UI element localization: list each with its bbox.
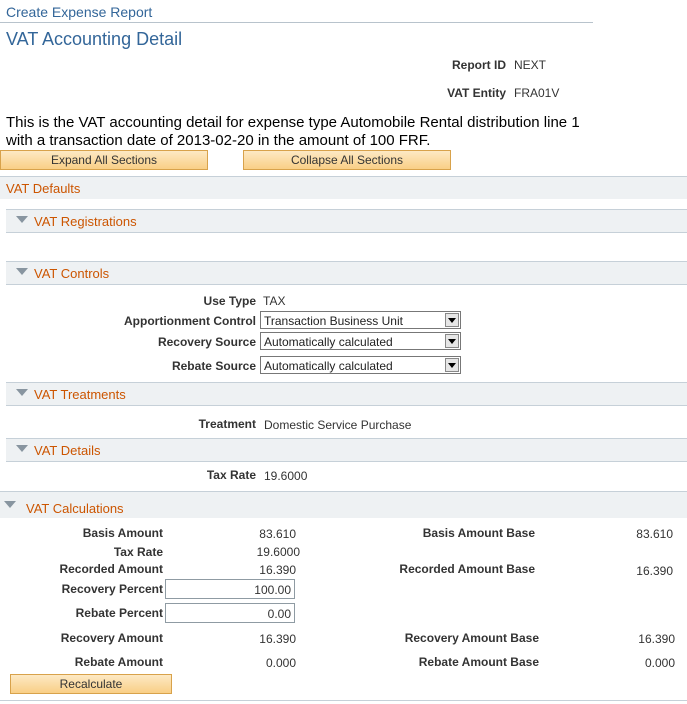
section-divider: [6, 461, 687, 462]
recovery-amount-base-label: Recovery Amount Base: [404, 631, 539, 645]
recovery-amount-value: 16.390: [259, 632, 296, 646]
recovery-amount-base-value: 16.390: [638, 632, 675, 646]
rebate-amount-base-label: Rebate Amount Base: [418, 655, 539, 669]
recovery-source-select[interactable]: Automatically calculated: [260, 332, 461, 350]
rebate-percent-input[interactable]: 0.00: [165, 603, 295, 623]
basis-amount-value: 83.610: [259, 527, 296, 541]
recalculate-button[interactable]: Recalculate: [10, 674, 172, 694]
rebate-source-select[interactable]: Automatically calculated: [260, 356, 461, 374]
treatment-label: Treatment: [198, 417, 256, 431]
recovery-amount-label: Recovery Amount: [60, 631, 163, 645]
bottom-divider: [0, 700, 687, 701]
report-id-value: NEXT: [514, 58, 547, 72]
collapse-triangle-icon[interactable]: [16, 268, 28, 275]
rebate-source-value: Automatically calculated: [264, 359, 393, 373]
rebate-amount-label: Rebate Amount: [74, 655, 163, 669]
details-tax-rate-value: 19.6000: [264, 469, 308, 483]
rebate-source-label: Rebate Source: [171, 359, 256, 373]
details-tax-rate-label: Tax Rate: [206, 468, 256, 482]
report-id-label: Report ID: [452, 58, 506, 72]
use-type-label: Use Type: [203, 294, 256, 308]
dropdown-arrow-icon[interactable]: [445, 334, 459, 348]
vat-details-title[interactable]: VAT Details: [34, 443, 101, 458]
vat-controls-header[interactable]: VAT Controls: [6, 261, 687, 284]
vat-treatments-title[interactable]: VAT Treatments: [34, 387, 126, 402]
recorded-amount-base-value: 16.390: [636, 564, 673, 578]
vat-calculations-title[interactable]: VAT Calculations: [26, 501, 124, 516]
rebate-amount-base-value: 0.000: [644, 656, 675, 670]
basis-amount-label: Basis Amount: [82, 526, 163, 540]
collapse-triangle-icon[interactable]: [4, 501, 16, 508]
vat-entity-label: VAT Entity: [447, 86, 506, 100]
vat-treatments-header[interactable]: VAT Treatments: [6, 382, 687, 405]
rebate-percent-label: Rebate Percent: [75, 606, 163, 620]
breadcrumb-divider: [0, 22, 593, 23]
vat-calculations-header[interactable]: VAT Calculations: [0, 491, 687, 518]
expand-all-button[interactable]: Expand All Sections: [0, 150, 208, 170]
vat-defaults-title: VAT Defaults: [6, 181, 81, 196]
intro-text: This is the VAT accounting detail for ex…: [6, 114, 580, 149]
section-divider: [6, 232, 687, 233]
recovery-percent-label: Recovery Percent: [61, 582, 163, 596]
section-divider: [6, 405, 687, 406]
basis-amount-base-value: 83.610: [636, 527, 673, 541]
collapse-triangle-icon[interactable]: [16, 445, 28, 452]
vat-controls-title[interactable]: VAT Controls: [34, 266, 110, 281]
recovery-source-value: Automatically calculated: [264, 335, 393, 349]
recorded-amount-label: Recorded Amount: [59, 562, 163, 576]
vat-registrations-header[interactable]: VAT Registrations: [6, 209, 687, 232]
basis-amount-base-label: Basis Amount Base: [422, 526, 535, 540]
vat-entity-value: FRA01V: [514, 86, 560, 100]
section-divider: [6, 284, 687, 285]
collapse-all-button[interactable]: Collapse All Sections: [243, 150, 451, 170]
calc-tax-rate-label: Tax Rate: [113, 545, 163, 559]
collapse-triangle-icon[interactable]: [16, 389, 28, 396]
recorded-amount-value: 16.390: [259, 563, 296, 577]
use-type-value: TAX: [263, 294, 286, 308]
apportionment-control-value: Transaction Business Unit: [264, 314, 403, 328]
dropdown-arrow-icon[interactable]: [445, 313, 459, 327]
recorded-amount-base-label: Recorded Amount Base: [399, 562, 535, 576]
breadcrumb[interactable]: Create Expense Report: [6, 4, 153, 20]
recovery-percent-input[interactable]: 100.00: [165, 579, 295, 599]
page-title: VAT Accounting Detail: [6, 29, 183, 49]
treatment-value: Domestic Service Purchase: [264, 418, 412, 432]
apportionment-control-label: Apportionment Control: [124, 314, 256, 328]
recovery-source-label: Recovery Source: [157, 335, 256, 349]
apportionment-control-select[interactable]: Transaction Business Unit: [260, 311, 461, 329]
rebate-amount-value: 0.000: [265, 656, 296, 670]
vat-defaults-header: VAT Defaults: [0, 176, 687, 199]
calc-tax-rate-value: 19.6000: [256, 545, 300, 559]
vat-registrations-title[interactable]: VAT Registrations: [34, 214, 137, 229]
dropdown-arrow-icon[interactable]: [445, 358, 459, 372]
vat-details-header[interactable]: VAT Details: [6, 438, 687, 461]
collapse-triangle-icon[interactable]: [16, 216, 28, 223]
